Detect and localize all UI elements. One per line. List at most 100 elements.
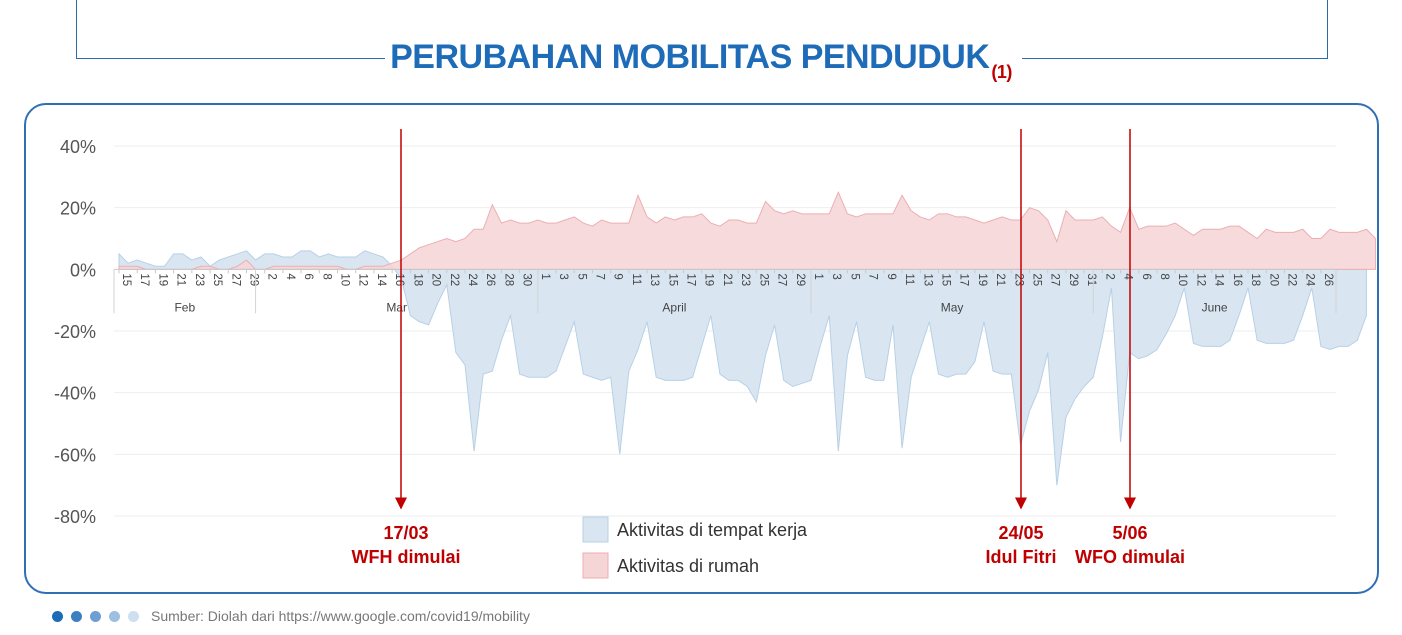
x-tick-label: 3 [557,273,569,279]
x-tick-label: 29 [794,273,806,286]
x-tick-label: 15 [120,273,132,286]
x-tick-label: 26 [484,273,496,286]
x-tick-label: 17 [958,273,970,286]
x-tick-label: 14 [375,273,387,286]
legend-label: Aktivitas di rumah [617,556,759,576]
legend-swatch [582,552,609,579]
x-tick-label: 24 [466,273,478,286]
legend-swatch [582,516,609,543]
y-tick-label: -40% [54,384,96,404]
legend-label: Aktivitas di tempat kerja [617,520,808,540]
x-tick-label: 10 [1176,273,1188,286]
pager-dot[interactable] [52,610,63,622]
x-tick-label: 2 [1103,273,1115,279]
x-tick-label: 10 [339,273,351,286]
page-title: PERUBAHAN MOBILITAS PENDUDUK (1) [0,38,1402,83]
x-tick-label: 16 [1231,273,1243,286]
x-tick-label: 12 [357,273,369,286]
x-tick-label: 13 [921,273,933,286]
x-tick-label: 19 [976,273,988,286]
x-tick-label: 17 [685,273,697,286]
x-tick-label: 2 [266,273,278,279]
x-tick-label: 20 [1267,273,1279,286]
y-tick-label: -20% [54,322,96,342]
month-label: Mar [386,300,407,314]
month-label: Feb [174,300,195,314]
annotation-date: 17/03 [383,523,428,543]
x-tick-label: 29 [1067,273,1079,286]
x-tick-label: 18 [411,273,423,286]
x-tick-label: 6 [1140,273,1152,279]
x-tick-label: 23 [1012,273,1024,286]
x-tick-label: 5 [575,273,587,279]
pager-dot[interactable] [90,610,101,622]
x-tick-label: 15 [666,273,678,286]
title-footnote: (1) [991,62,1012,82]
x-tick-label: 30 [521,273,533,286]
x-tick-label: 24 [1304,273,1316,286]
y-tick-label: -60% [54,445,96,465]
x-tick-label: 27 [229,273,241,286]
x-tick-label: 25 [211,273,223,286]
x-tick-label: 1 [539,273,551,279]
month-label: May [941,300,964,314]
x-tick-label: 12 [1194,273,1206,286]
x-tick-label: 8 [1158,273,1170,279]
x-tick-label: 9 [885,273,897,279]
source-text: Sumber: Diolah dari https://www.google.c… [151,608,530,624]
annotation-label: Idul Fitri [986,547,1057,567]
x-tick-label: 27 [776,273,788,286]
x-tick-label: 21 [994,273,1006,286]
x-tick-label: 7 [867,273,879,279]
x-tick-label: 22 [1286,273,1298,286]
x-tick-label: 14 [1213,273,1225,286]
x-tick-label: 7 [594,273,606,279]
annotation-date: 24/05 [998,523,1043,543]
title-frame-left [76,0,385,59]
pager-dots [52,610,147,622]
footer: Sumber: Diolah dari https://www.google.c… [52,608,530,624]
pager-dot[interactable] [128,610,139,622]
x-tick-label: 15 [940,273,952,286]
x-tick-label: 28 [502,273,514,286]
x-tick-label: 19 [156,273,168,286]
x-tick-label: 25 [757,273,769,286]
title-frame-right [1022,0,1328,59]
x-tick-label: 26 [1322,273,1334,286]
x-tick-label: 11 [630,273,642,285]
x-tick-label: 9 [612,273,624,279]
x-tick-label: 6 [302,273,314,279]
y-tick-label: 40% [60,137,96,157]
x-tick-label: 18 [1249,273,1261,286]
x-tick-label: 22 [448,273,460,286]
annotation-label: WFH dimulai [352,547,461,567]
x-tick-label: 21 [721,273,733,286]
annotation-date: 5/06 [1112,523,1147,543]
month-label: April [662,300,686,314]
annotation-label: WFO dimulai [1075,547,1185,567]
x-tick-label: 16 [393,273,405,286]
x-tick-label: 3 [830,273,842,279]
x-tick-label: 27 [1049,273,1061,286]
x-tick-label: 4 [1122,273,1134,280]
x-tick-label: 8 [320,273,332,279]
y-tick-label: -80% [54,507,96,527]
page-title-text: PERUBAHAN MOBILITAS PENDUDUK [390,38,990,76]
pager-dot[interactable] [71,610,82,622]
area-workplace [118,250,1367,486]
y-tick-label: 0% [70,260,96,280]
x-tick-label: 5 [848,273,860,279]
x-tick-label: 23 [739,273,751,286]
x-tick-label: 17 [138,273,150,286]
x-tick-label: 1 [812,273,824,279]
month-label: June [1202,300,1228,314]
x-tick-label: 20 [430,273,442,286]
x-tick-label: 19 [703,273,715,286]
x-tick-label: 31 [1085,273,1097,286]
y-tick-label: 20% [60,199,96,219]
x-tick-label: 21 [175,273,187,286]
area-residential [118,190,1377,270]
x-tick-label: 11 [903,273,915,285]
x-tick-label: 4 [284,273,296,280]
pager-dot[interactable] [109,610,120,622]
